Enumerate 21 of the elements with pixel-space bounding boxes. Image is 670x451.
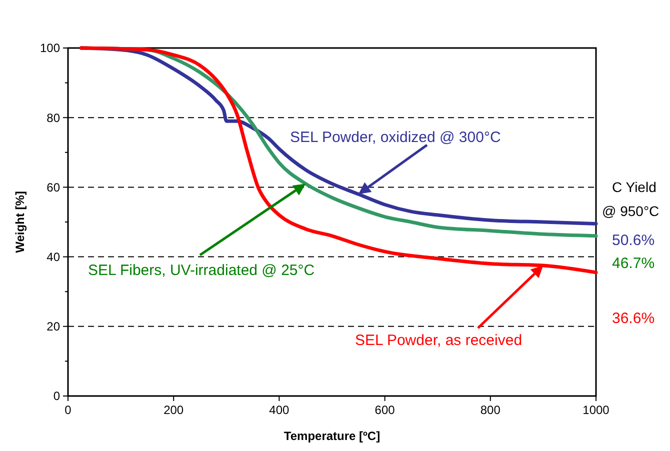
text: C Yield @ 950°C	[602, 179, 660, 219]
y-axis-title: Weight [%]	[13, 191, 27, 253]
text: 36.6%	[612, 310, 655, 327]
y-tick-label: 0	[53, 389, 60, 404]
series-label: SEL Powder, oxidized @ 300°C	[290, 129, 501, 146]
y-tick-label: 80	[46, 110, 60, 125]
x-tick-label: 0	[64, 403, 72, 417]
x-axis-title: Temperature [ºC]	[284, 429, 380, 443]
text: SEL Fibers, UV-irradiated @ 25°C	[88, 262, 315, 279]
x-tick-label: 800	[480, 403, 501, 417]
x-tick-label: 600	[374, 403, 396, 417]
y-tick-label: 60	[46, 180, 60, 194]
x-tick-label: 400	[269, 403, 290, 417]
x-tick-label: 200	[164, 403, 184, 417]
y-tick-label: 20	[46, 320, 60, 334]
text: SEL Powder, as received	[355, 332, 522, 349]
y-tick-label: 40	[46, 250, 60, 264]
y-tick-label: 100	[40, 41, 60, 56]
x-tick-label: 1000	[582, 403, 610, 417]
text: 46.7%	[612, 255, 655, 272]
text: 50.6%	[612, 232, 655, 249]
